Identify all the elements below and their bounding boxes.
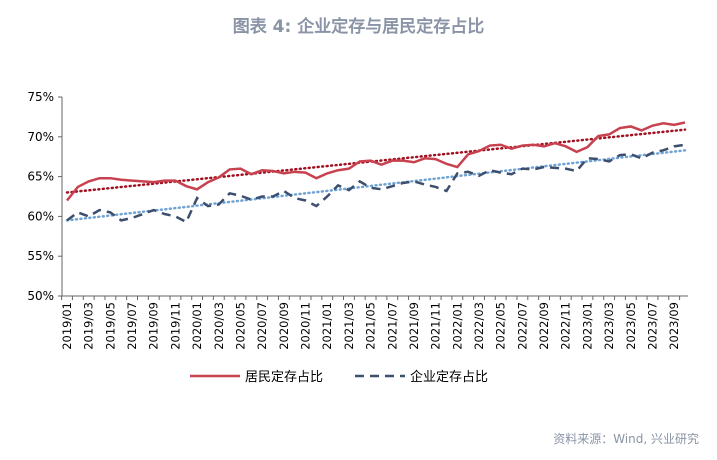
x-tick-label: 2023/03 [602,302,616,350]
x-tick-label: 2019/07 [125,302,139,350]
y-tick-label: 60% [27,209,54,223]
x-tick-label: 2019/05 [103,302,117,350]
x-tick-label: 2023/05 [624,302,638,350]
x-tick-label: 2019/03 [82,302,96,350]
x-tick-label: 2019/01 [60,302,74,350]
x-tick-label: 2021/09 [407,302,421,350]
x-tick-label: 2020/07 [255,302,269,350]
legend-label: 居民定存占比 [245,370,323,385]
x-tick-label: 2022/03 [472,302,486,350]
x-tick-label: 2023/01 [580,302,594,350]
x-tick-label: 2020/03 [212,302,226,350]
x-tick-label: 2021/11 [429,302,443,350]
series-line-0 [66,121,686,202]
x-tick-label: 2019/09 [147,302,161,350]
x-tick-label: 2020/09 [277,302,291,350]
source-note: 资料来源：Wind, 兴业研究 [553,432,699,446]
x-tick-label: 2020/11 [299,302,313,350]
y-tick-label: 75% [27,90,54,104]
trendline [65,128,687,194]
x-tick-label: 2023/07 [645,302,659,350]
x-tick-label: 2022/05 [494,302,508,350]
y-tick-label: 55% [27,249,54,263]
x-tick-label: 2021/07 [385,302,399,350]
x-tick-label: 2021/01 [320,302,334,350]
x-tick-label: 2021/03 [342,302,356,350]
x-tick-label: 2022/07 [515,302,529,350]
x-tick-label: 2019/11 [168,302,182,350]
series-line-1 [66,143,686,224]
y-tick-label: 50% [27,289,54,303]
x-tick-label: 2020/01 [190,302,204,350]
x-tick-label: 2022/11 [559,302,573,350]
trendline [65,149,687,222]
x-tick-label: 2023/09 [667,302,681,350]
x-tick-label: 2020/05 [233,302,247,350]
y-tick-label: 70% [27,130,54,144]
chart-title: 图表 4: 企业定存与居民定存占比 [232,17,485,37]
x-tick-label: 2022/09 [537,302,551,350]
x-tick-label: 2021/05 [364,302,378,350]
x-tick-label: 2022/01 [450,302,464,350]
y-tick-label: 65% [27,170,54,184]
legend-label: 企业定存占比 [410,369,488,385]
